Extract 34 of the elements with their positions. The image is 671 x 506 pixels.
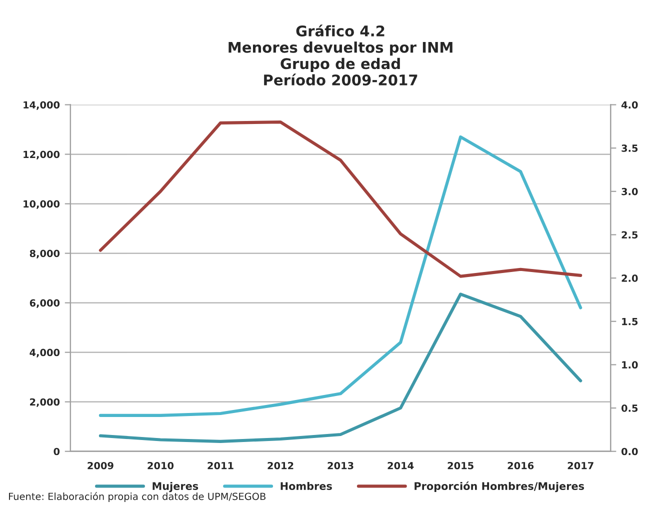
x-tick-label: 2012 [268, 462, 294, 470]
line-series [98, 135, 582, 417]
y-tick-label: 14,000 [24, 101, 60, 110]
y2-tick-label: 0.0 [621, 448, 638, 456]
y-tick-label: 12,000 [24, 150, 60, 160]
y-tick-label: 4,000 [30, 348, 60, 358]
x-tick-label: 2016 [508, 462, 534, 470]
legend-label: Mujeres [152, 482, 198, 492]
legend-label: Proporción Hombres/Mujeres [414, 482, 584, 492]
y2-tick-label: 2.5 [622, 231, 638, 239]
y2-tick-label: 1.5 [622, 318, 638, 326]
y2-tick-label: 3.5 [622, 144, 638, 152]
x-tick-label: 2009 [88, 462, 114, 470]
line-series [98, 292, 582, 443]
y2-tick-label: 0.5 [621, 404, 638, 412]
x-tick-label: 2017 [568, 462, 594, 470]
y-tick-label: 8,000 [30, 250, 60, 258]
legend-label: Hombres [280, 482, 332, 490]
chart-title: Gráfico 4.2 Menores devueltos por INM Grupo de edad Período 2009-2017 [228, 24, 452, 86]
x-tick-label: 2013 [328, 462, 354, 470]
source-note: Fuente: Elaboración propia con datos de UPM/SEGOB [9, 492, 266, 502]
y-tick-label: 2,000 [30, 398, 60, 407]
line-series [98, 120, 582, 278]
y2-tick-label: 4.0 [621, 101, 638, 109]
x-tick-label: 2011 [208, 462, 234, 470]
x-tick-label: 2014 [388, 462, 414, 470]
y-tick-label: 10,000 [24, 200, 60, 209]
y2-tick-label: 1.0 [622, 361, 638, 369]
x-tick-label: 2010 [148, 462, 174, 470]
x-tick-label: 2015 [448, 462, 474, 470]
y2-tick-label: 2.0 [622, 274, 638, 282]
y2-tick-label: 3.0 [622, 188, 638, 196]
y-tick-label: 6,000 [30, 299, 60, 308]
y-tick-label: 0 [54, 448, 60, 456]
